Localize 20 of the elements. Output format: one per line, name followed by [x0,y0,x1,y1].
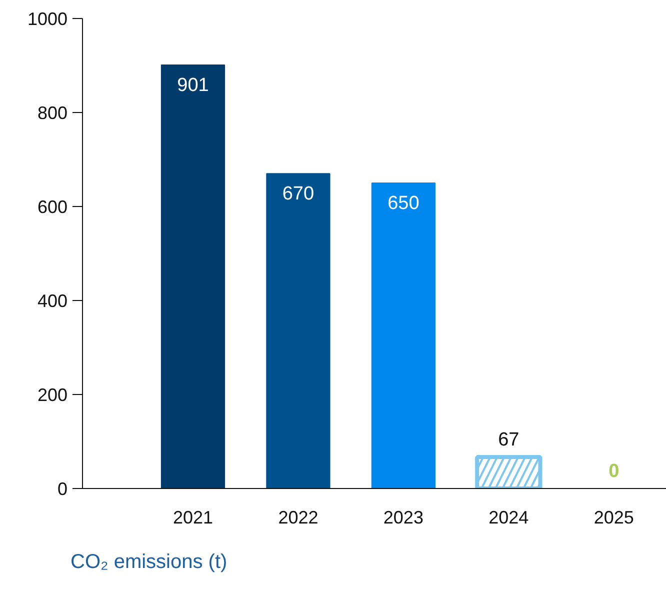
bar [371,182,436,488]
x-tick-label: 2023 [383,508,424,528]
y-tick-label: 0 [57,479,68,499]
data-label: 650 [388,192,420,214]
y-tick-label: 200 [37,385,68,405]
data-label: 0 [608,460,620,482]
x-tick-label: 2024 [488,508,529,528]
y-tick-label: 600 [37,197,68,217]
y-tick-label: 800 [37,103,68,123]
bar [266,173,330,488]
x-tick-label: 2021 [172,508,214,528]
y-tick-label: 1000 [27,9,68,29]
x-tick-label: 2025 [594,508,634,528]
y-tick-label: 400 [37,291,68,311]
data-label: 901 [177,74,209,96]
data-label: 67 [498,429,520,450]
data-label: 670 [282,183,314,204]
bar [160,64,226,488]
text: CO₂ emissions (t) [70,551,228,573]
x-tick-label: 2022 [278,508,318,528]
